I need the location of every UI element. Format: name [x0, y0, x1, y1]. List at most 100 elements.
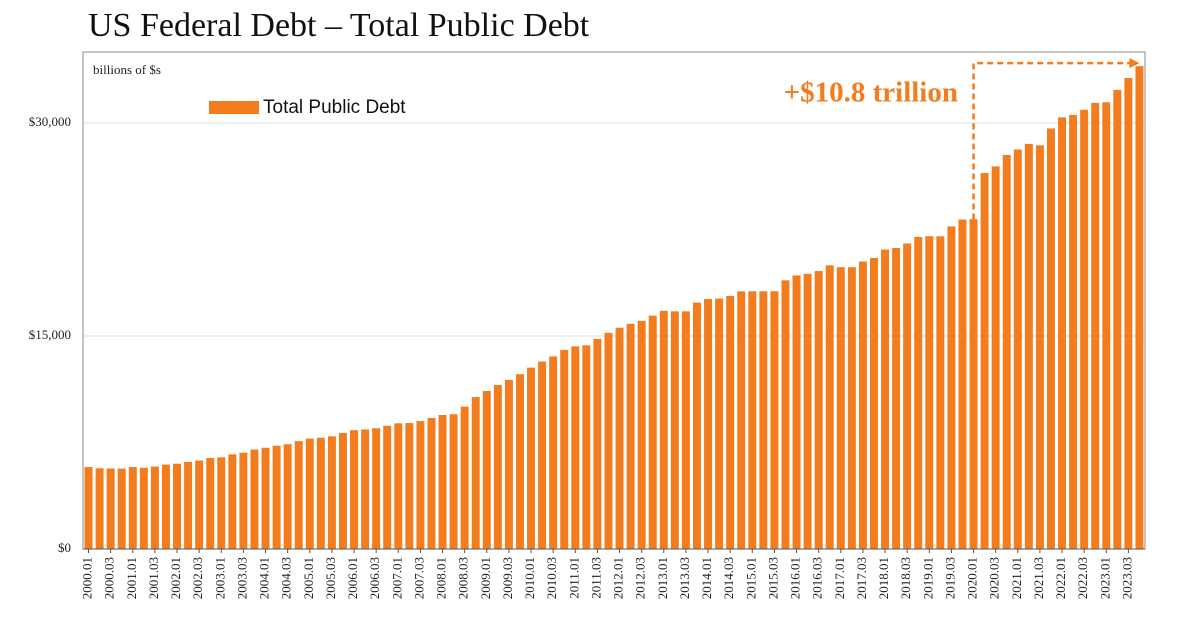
bar [195, 460, 204, 549]
bar [394, 423, 403, 549]
x-tick-label: 2023.03 [1119, 557, 1134, 599]
bar [914, 236, 923, 550]
bar [184, 462, 193, 549]
bar [726, 295, 735, 549]
x-tick-label: 2001.01 [124, 557, 139, 599]
x-tick-label: 2004.03 [279, 557, 294, 599]
bar [471, 397, 480, 549]
x-tick-label: 2003.01 [212, 557, 227, 599]
x-tick-label: 2008.03 [456, 557, 471, 599]
bar [206, 458, 215, 549]
x-tick-label: 2011.03 [588, 557, 603, 599]
x-tick-label: 2018.03 [898, 557, 913, 599]
bar [637, 320, 646, 549]
bar [1002, 154, 1011, 549]
bar [538, 361, 547, 549]
bar [239, 452, 248, 549]
bar [936, 236, 945, 549]
x-tick-label: 2016.03 [810, 557, 825, 599]
bar [958, 219, 967, 549]
x-tick-label: 2017.01 [832, 557, 847, 599]
bar [283, 444, 292, 549]
bar [604, 332, 613, 549]
bar [571, 346, 580, 549]
x-tick-label: 2010.01 [522, 557, 537, 599]
bar [338, 432, 347, 549]
bar [1046, 128, 1055, 549]
bar [493, 385, 502, 549]
bar [316, 437, 325, 549]
x-tick-label: 2015.01 [743, 557, 758, 599]
x-tick-label: 2007.03 [411, 557, 426, 599]
annotation-arrow [972, 61, 1132, 220]
bar [648, 315, 657, 549]
bar [836, 267, 845, 549]
bar [792, 275, 801, 549]
bar [139, 467, 148, 549]
x-tick-label: 2017.03 [854, 557, 869, 599]
bar [305, 438, 314, 549]
bar [106, 468, 115, 549]
x-tick-label: 2009.01 [478, 557, 493, 599]
bar [1013, 149, 1022, 549]
bar [681, 311, 690, 549]
bar [1135, 66, 1144, 550]
x-tick-label: 2019.03 [942, 557, 957, 599]
x-tick-label: 2012.03 [633, 557, 648, 599]
bar [527, 367, 536, 549]
legend-label: Total Public Debt [263, 97, 406, 118]
bar [560, 349, 569, 549]
bar [1058, 117, 1067, 549]
bar [405, 423, 414, 549]
x-tick-label: 2012.01 [611, 557, 626, 599]
x-tick-label: 2013.03 [677, 557, 692, 599]
bar [903, 243, 912, 550]
bar [847, 267, 856, 549]
y-tick-label: $15,000 [29, 327, 71, 342]
bar [969, 219, 978, 549]
bar [582, 345, 591, 549]
bar [615, 327, 624, 549]
bar [991, 166, 1000, 550]
bar [659, 310, 668, 549]
x-tick-label: 2022.03 [1075, 557, 1090, 599]
x-tick-label: 2018.01 [876, 557, 891, 599]
x-tick-label: 2014.01 [699, 557, 714, 599]
annotation: +$10.8 trillion [784, 77, 958, 109]
bar [803, 273, 812, 549]
x-tick-label: 2021.03 [1031, 557, 1046, 599]
bar [95, 468, 104, 549]
bar [593, 338, 602, 549]
bar [715, 298, 724, 549]
bar [460, 406, 469, 549]
chart-title: US Federal Debt – Total Public Debt [88, 7, 590, 44]
bar [250, 449, 259, 549]
x-tick-label: 2000.03 [102, 557, 117, 599]
x-tick-label: 2000.01 [80, 557, 95, 599]
bar [515, 374, 524, 549]
bar [449, 414, 458, 549]
bar [1024, 143, 1033, 550]
bar [217, 457, 226, 549]
bar [427, 417, 436, 549]
y-tick-label: $0 [58, 540, 71, 555]
bar [228, 454, 237, 549]
bar [748, 291, 757, 549]
bar [1091, 102, 1100, 549]
bar [549, 356, 558, 549]
x-tick-label: 2013.01 [655, 557, 670, 599]
x-tick-label: 2020.01 [965, 557, 980, 599]
bar [161, 464, 170, 549]
bar [1080, 109, 1089, 549]
bar [1113, 89, 1122, 550]
x-tick-label: 2008.01 [434, 557, 449, 599]
bar [737, 291, 746, 549]
x-tick-label: 2020.03 [987, 557, 1002, 599]
x-tick-label: 2010.03 [544, 557, 559, 599]
x-tick-label: 2005.01 [301, 557, 316, 599]
bar [128, 467, 137, 549]
bar [272, 445, 281, 549]
x-tick-label: 2007.01 [389, 557, 404, 599]
x-tick-label: 2006.01 [345, 557, 360, 599]
arrow-head [1129, 58, 1140, 69]
